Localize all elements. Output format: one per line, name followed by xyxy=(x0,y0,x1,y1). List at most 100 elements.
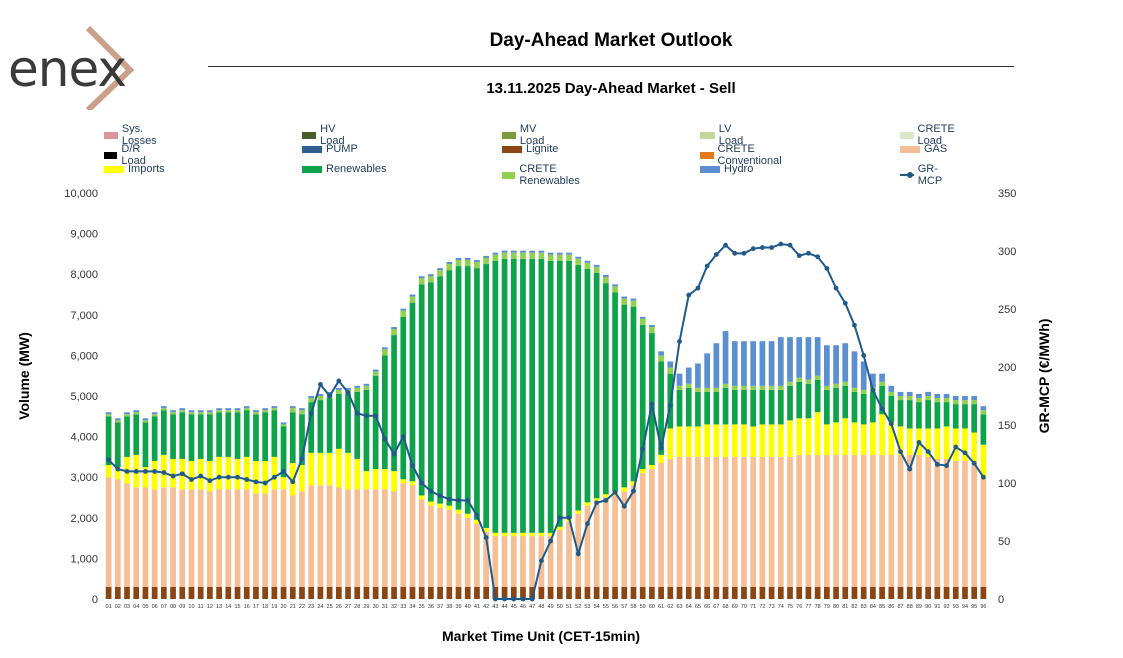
bar-segment xyxy=(418,499,425,587)
bar-segment xyxy=(980,410,987,415)
bar-segment xyxy=(271,408,278,411)
bar-segment xyxy=(455,586,462,599)
bar-segment xyxy=(262,408,269,411)
x-tick-label: 76 xyxy=(796,604,802,610)
x-tick-label: 36 xyxy=(428,604,434,610)
bar-segment xyxy=(980,586,987,599)
bar-segment xyxy=(860,424,867,455)
gr-mcp-point xyxy=(888,421,894,427)
bar-segment xyxy=(980,406,987,411)
bar-segment xyxy=(225,586,232,599)
bar-segment xyxy=(556,260,563,527)
x-tick-label: 63 xyxy=(676,604,682,610)
x-axis-title: Market Time Unit (CET-15min) xyxy=(441,628,641,644)
bar-segment xyxy=(667,458,674,587)
bar-segment xyxy=(630,298,637,301)
gr-mcp-point xyxy=(704,263,710,269)
gr-mcp-point xyxy=(566,515,572,521)
bar-segment xyxy=(280,424,287,427)
x-tick-label: 48 xyxy=(538,604,544,610)
bar-segment xyxy=(253,414,259,461)
bar-segment xyxy=(823,586,830,599)
bar-segment xyxy=(870,586,876,599)
bar-segment xyxy=(556,526,563,530)
x-tick-label: 60 xyxy=(649,604,655,610)
bar-segment xyxy=(796,454,803,587)
bar-segment xyxy=(787,420,793,457)
bar-segment xyxy=(326,391,333,394)
bar-segment xyxy=(584,268,591,503)
bar-segment xyxy=(418,284,425,496)
bar-segment xyxy=(833,383,839,388)
bar-segment xyxy=(280,477,287,490)
bar-segment xyxy=(814,412,821,455)
x-tick-label: 67 xyxy=(713,604,719,610)
bar-segment xyxy=(151,460,158,490)
gr-mcp-point xyxy=(290,479,296,485)
bar-segment xyxy=(639,469,646,474)
bar-segment xyxy=(722,456,729,587)
x-tick-label: 86 xyxy=(888,604,894,610)
bar-segment xyxy=(584,586,591,599)
x-tick-label: 90 xyxy=(925,604,931,610)
gr-mcp-point xyxy=(428,488,434,494)
bar-segment xyxy=(299,414,305,466)
bar-segment xyxy=(916,398,922,403)
x-tick-label: 06 xyxy=(152,604,158,610)
legend-swatch xyxy=(502,131,516,139)
bar-segment xyxy=(363,383,370,386)
legend-swatch xyxy=(302,165,322,173)
bar-segment xyxy=(695,426,701,457)
gr-mcp-point xyxy=(529,596,535,602)
bar-segment xyxy=(437,270,443,277)
bar-segment xyxy=(345,489,351,587)
y2-tick-label: 300 xyxy=(998,246,1016,258)
bar-segment xyxy=(114,467,121,480)
bar-segment xyxy=(805,418,812,455)
bar-segment xyxy=(888,586,895,599)
x-tick-label: 39 xyxy=(455,604,461,610)
bar-segment xyxy=(354,391,361,459)
bar-segment xyxy=(299,410,305,415)
bar-segment xyxy=(768,456,775,587)
legend-label: GAS xyxy=(924,143,948,155)
bar-segment xyxy=(741,456,747,587)
x-tick-label: 07 xyxy=(161,604,167,610)
gr-mcp-point xyxy=(336,378,342,384)
bar-segment xyxy=(649,326,655,334)
y-tick-label: 5,000 xyxy=(70,391,98,403)
bar-segment xyxy=(962,396,968,401)
bar-segment xyxy=(510,252,517,259)
bar-segment xyxy=(280,422,287,425)
y-tick-label: 1,000 xyxy=(70,553,98,565)
bar-segment xyxy=(759,389,766,425)
bar-segment xyxy=(879,385,885,415)
x-tick-label: 45 xyxy=(511,604,517,610)
bar-segment xyxy=(391,326,397,330)
bar-segment xyxy=(428,282,434,502)
bar-segment xyxy=(170,412,176,415)
y-tick-label: 6,000 xyxy=(70,350,98,362)
bar-segment xyxy=(418,278,425,285)
bar-segment xyxy=(777,385,784,390)
x-tick-label: 71 xyxy=(750,604,756,610)
bar-segment xyxy=(234,412,241,459)
x-tick-label: 03 xyxy=(124,604,130,610)
bar-segment xyxy=(289,586,296,599)
bar-segment xyxy=(971,404,978,433)
y-tick-label: 0 xyxy=(92,594,98,606)
bar-segment xyxy=(805,379,812,384)
bar-segment xyxy=(197,586,204,599)
bar-segment xyxy=(685,426,692,457)
bar-segment xyxy=(151,416,158,461)
legend-item: Sys. Losses xyxy=(104,123,163,147)
legend-label: Imports xyxy=(128,163,165,175)
bar-segment xyxy=(722,586,729,599)
gr-mcp-point xyxy=(631,488,636,494)
gr-mcp-point xyxy=(299,456,305,462)
bar-segment xyxy=(649,465,655,470)
bar-segment xyxy=(354,586,361,599)
bar-segment xyxy=(437,507,443,587)
bar-segment xyxy=(170,458,176,488)
x-tick-label: 88 xyxy=(907,604,913,610)
